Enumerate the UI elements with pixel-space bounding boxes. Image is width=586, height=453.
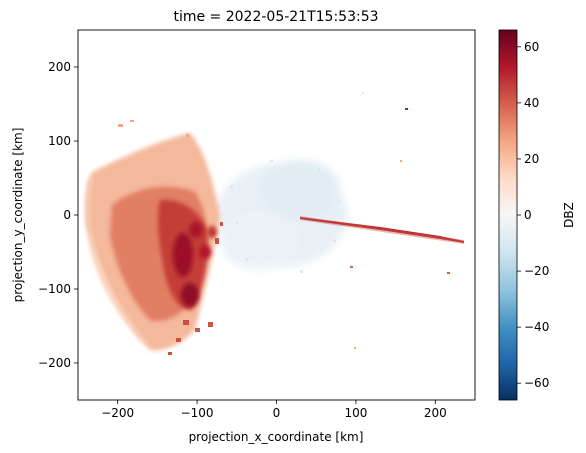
- western-echo: [85, 133, 223, 355]
- colorbar-tick-label: 20: [524, 152, 539, 166]
- x-axis-label: projection_x_coordinate [km]: [189, 430, 364, 444]
- colorbar-tick-label: −20: [524, 264, 549, 278]
- y-tick-label: 200: [48, 60, 71, 74]
- x-tick-label: 100: [344, 406, 367, 420]
- x-tick-label: 0: [273, 406, 281, 420]
- y-tick-label: −200: [38, 356, 71, 370]
- colorbar-tick-label: −60: [524, 376, 549, 390]
- radar-field: [85, 92, 464, 355]
- strongest-cells: [173, 222, 217, 307]
- arc-outer-fringe: [86, 176, 150, 345]
- x-tick-label: 200: [424, 406, 447, 420]
- y-tick-label: 0: [63, 208, 71, 222]
- colorbar-tick-label: 0: [524, 208, 532, 222]
- colorbar-label: DBZ: [562, 202, 576, 228]
- colorbar: [498, 29, 518, 401]
- chart-title: time = 2022-05-21T15:53:53: [173, 9, 378, 25]
- x-tick-label: −100: [181, 406, 214, 420]
- colorbar-tick-label: −40: [524, 320, 549, 334]
- colorbar-tick-label: 40: [524, 96, 539, 110]
- y-axis-ticks: 200 100 0 −100 −200: [38, 60, 78, 370]
- x-tick-label: −200: [101, 406, 134, 420]
- eastward-spike: [300, 217, 464, 243]
- spike-halo: [300, 216, 464, 244]
- y-axis-label: projection_y_coordinate [km]: [11, 128, 25, 303]
- cell-fragments: [168, 222, 223, 355]
- sparse-echoes: [118, 92, 450, 349]
- clear-air-echo: [216, 160, 348, 270]
- x-axis-ticks: −200 −100 0 100 200: [101, 400, 447, 420]
- colorbar-ticks: 60 40 20 0 −20 −40 −60: [517, 40, 549, 390]
- y-tick-label: 100: [48, 134, 71, 148]
- colorbar-tick-label: 60: [524, 40, 539, 54]
- y-tick-label: −100: [38, 282, 71, 296]
